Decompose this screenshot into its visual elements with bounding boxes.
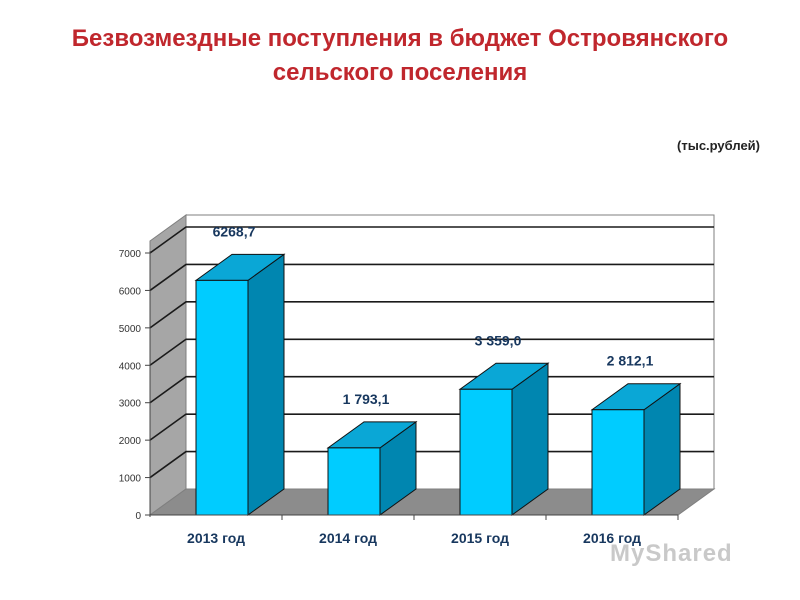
- data-label: 2 812,1: [607, 353, 654, 369]
- y-tick-label: 1000: [119, 474, 142, 485]
- bar-front: [195, 279, 249, 516]
- y-tick-label: 0: [135, 511, 141, 522]
- bar-front: [459, 388, 513, 516]
- x-tick-label: 2015 год: [451, 530, 509, 546]
- side-wall: [149, 214, 187, 516]
- gridline: [149, 338, 714, 366]
- x-tick-label: 2014 год: [319, 530, 377, 546]
- bar-side: [511, 362, 549, 516]
- x-tick-label: 2013 год: [187, 530, 245, 546]
- x-tick-label: 2016 год: [583, 530, 641, 546]
- data-label: 1 793,1: [343, 391, 390, 407]
- bar-front: [591, 409, 645, 516]
- gridline: [149, 263, 714, 292]
- gridline: [149, 301, 714, 329]
- data-label: 6268,7: [213, 223, 256, 239]
- y-tick-label: 2000: [119, 436, 142, 447]
- data-label: 3 359,0: [475, 332, 522, 348]
- chart-title: Безвозмездные поступления в бюджет Остро…: [71, 25, 729, 86]
- y-tick-label: 7000: [119, 249, 142, 260]
- unit-label: (тыс.рублей): [677, 138, 760, 153]
- y-tick-label: 4000: [119, 361, 142, 372]
- bar: [194, 253, 286, 516]
- y-tick-label: 6000: [119, 286, 142, 297]
- bar: [326, 420, 418, 516]
- watermark-logo: MyShared: [610, 540, 733, 567]
- bar: [590, 382, 682, 516]
- bar-side: [247, 253, 285, 516]
- y-tick-label: 3000: [119, 399, 142, 410]
- bar: [458, 362, 550, 516]
- bar-front: [327, 447, 381, 516]
- gridline: [149, 226, 714, 254]
- y-tick-label: 5000: [119, 324, 142, 335]
